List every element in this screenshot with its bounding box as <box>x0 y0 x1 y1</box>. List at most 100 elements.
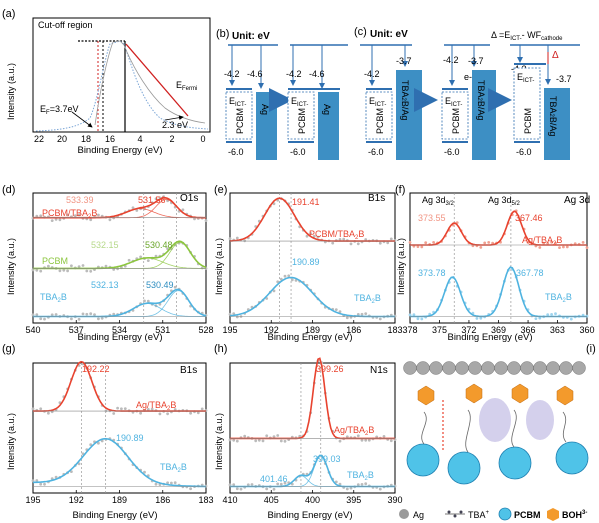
data-point <box>416 245 420 249</box>
x-tick-label: 372 <box>461 325 476 335</box>
data-point <box>173 285 177 289</box>
svg-text:22: 22 <box>34 134 44 144</box>
svg-text:BOH3-: BOH3- <box>562 510 587 520</box>
svg-text:-6.0: -6.0 <box>516 147 532 157</box>
tba-chain <box>511 409 517 448</box>
data-point <box>47 411 50 415</box>
pcbm-sphere <box>555 441 589 475</box>
data-point <box>389 237 393 241</box>
x-tick-label: 189 <box>112 495 127 505</box>
svg-text:(f): (f) <box>395 184 405 196</box>
data-point <box>550 240 553 244</box>
data-point <box>158 412 162 416</box>
svg-text:-3.7: -3.7 <box>468 56 484 66</box>
svg-text:367.46: 367.46 <box>515 213 543 223</box>
data-point <box>154 197 158 201</box>
eict-label: EICT- <box>229 96 246 108</box>
data-point <box>39 317 43 321</box>
data-point <box>228 237 232 241</box>
legend-boh-icon <box>547 508 559 521</box>
data-point <box>538 316 542 320</box>
data-point <box>43 317 46 321</box>
ag-atom <box>533 361 547 375</box>
svg-text:PCBM: PCBM <box>451 108 461 134</box>
data-point <box>338 482 342 486</box>
data-point <box>345 316 349 320</box>
svg-text:TBA2B: TBA2B <box>40 292 67 304</box>
data-point <box>554 241 557 245</box>
ag-atom <box>429 361 443 375</box>
data-point <box>420 245 424 249</box>
data-point <box>235 439 239 443</box>
data-point <box>58 218 62 222</box>
x-tick-label: 375 <box>432 325 447 335</box>
x-tick-label: 400 <box>305 495 320 505</box>
panel-c: (c) Unit: eV Δ =EICT-- WFcathode -4.2 -3… <box>354 26 580 160</box>
svg-text:(e): (e) <box>214 184 227 196</box>
panel-g: (g) B1s 192.22 Ag/TBA2B 190.89 TBA2B Int… <box>2 343 197 521</box>
data-point <box>228 438 232 442</box>
data-point <box>479 246 483 249</box>
data-point <box>272 487 276 491</box>
data-point <box>235 487 239 491</box>
svg-text:367.78: 367.78 <box>516 268 544 278</box>
svg-text:530.48: 530.48 <box>145 240 173 250</box>
data-point <box>408 241 412 244</box>
pcbm-box <box>225 91 253 140</box>
x-tick-label: 195 <box>222 325 237 335</box>
data-point <box>123 407 127 410</box>
data-point <box>272 435 276 439</box>
x-tick-label: 192 <box>69 495 84 505</box>
svg-text:Unit: eV: Unit: eV <box>370 29 408 40</box>
data-point <box>360 312 364 316</box>
ag-atom <box>442 361 456 375</box>
fit-curve <box>32 437 206 488</box>
svg-text:399.03: 399.03 <box>313 454 341 464</box>
svg-text:532.13: 532.13 <box>91 280 119 290</box>
x-tick-label: 540 <box>25 325 40 335</box>
svg-text:PCBM: PCBM <box>514 510 541 520</box>
x-tick-label: 183 <box>198 495 213 505</box>
svg-text:Binding Energy (eV): Binding Energy (eV) <box>72 510 157 521</box>
svg-text:e-: e- <box>464 72 472 82</box>
data-point <box>334 480 338 484</box>
legend-tba-icon <box>445 510 465 518</box>
data-point <box>364 438 368 442</box>
data-point <box>287 274 291 278</box>
data-point <box>154 482 158 486</box>
data-point <box>345 435 349 439</box>
x-tick-label: 186 <box>346 325 361 335</box>
svg-text:-4.2: -4.2 <box>224 69 240 79</box>
data-point <box>356 483 360 487</box>
data-point <box>232 312 236 315</box>
data-point <box>89 218 93 222</box>
ef-value: EF=3.7eV <box>40 104 78 116</box>
data-point <box>581 241 585 244</box>
data-point <box>131 206 135 210</box>
svg-text:Intensity (a.u.): Intensity (a.u.) <box>6 238 16 295</box>
data-point <box>135 209 139 212</box>
data-point <box>279 439 283 443</box>
data-point <box>364 312 368 315</box>
svg-text:18: 18 <box>81 134 91 144</box>
x-tick-label: 369 <box>491 325 506 335</box>
svg-text:-4.6: -4.6 <box>309 69 325 79</box>
spectrum-blue-2 <box>123 43 209 130</box>
svg-text:Intensity (a.u.): Intensity (a.u.) <box>396 238 406 295</box>
data-point <box>424 241 428 245</box>
data-point <box>39 269 43 273</box>
data-point <box>62 268 66 272</box>
data-point <box>66 269 69 273</box>
x-tick-label: 192 <box>264 325 279 335</box>
data-point <box>139 411 143 415</box>
x-tick-label: 410 <box>222 495 237 505</box>
data-point <box>265 434 269 438</box>
svg-text:399.26: 399.26 <box>316 364 344 374</box>
data-point <box>39 482 43 486</box>
data-point <box>338 238 342 241</box>
data-point <box>73 214 77 218</box>
panel-h: (h) N1s 399.26 Ag/TBA2B 401.46 399.03 TB… <box>214 343 388 521</box>
data-point <box>77 265 81 269</box>
data-point <box>342 237 346 241</box>
svg-text:N1s: N1s <box>370 365 388 376</box>
